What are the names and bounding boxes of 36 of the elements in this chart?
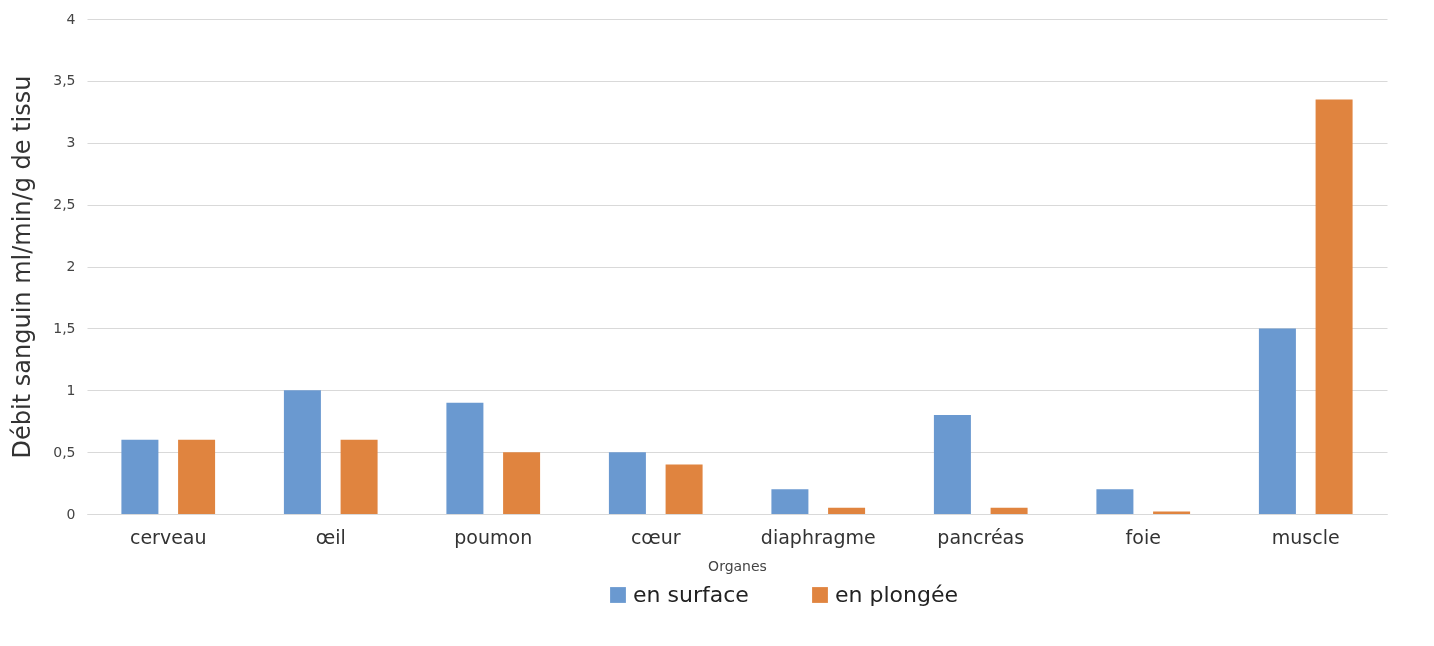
y-axis-title: Débit sanguin ml/min/g de tissu bbox=[8, 75, 37, 459]
bar bbox=[828, 507, 866, 514]
bar bbox=[446, 402, 484, 514]
bar bbox=[608, 452, 646, 514]
bar bbox=[503, 452, 541, 514]
bar bbox=[933, 415, 971, 514]
x-tick-label: œil bbox=[315, 525, 346, 548]
bar bbox=[665, 464, 703, 514]
bar bbox=[1096, 489, 1134, 514]
x-tick-label: poumon bbox=[454, 525, 533, 548]
x-tick-label: cœur bbox=[630, 525, 681, 548]
bar bbox=[340, 439, 378, 514]
y-tick-label: 0,5 bbox=[53, 443, 76, 460]
bar bbox=[121, 439, 159, 514]
x-axis-title: Organes bbox=[708, 557, 767, 574]
y-tick-label: 2 bbox=[66, 258, 76, 274]
y-tick-label: 2,5 bbox=[53, 196, 76, 213]
bar bbox=[771, 489, 809, 514]
y-tick-label: 1,5 bbox=[53, 319, 76, 336]
y-tick-label: 1 bbox=[66, 381, 76, 398]
bar bbox=[990, 507, 1028, 514]
x-tick-label: muscle bbox=[1271, 525, 1340, 548]
bar bbox=[178, 439, 216, 514]
bar bbox=[1315, 99, 1353, 514]
bar bbox=[283, 390, 321, 514]
y-tick-label: 0 bbox=[66, 505, 76, 522]
legend-label: en surface bbox=[633, 582, 749, 607]
y-tick-label: 3 bbox=[66, 134, 76, 151]
x-tick-label: cerveau bbox=[129, 525, 207, 548]
x-tick-label: foie bbox=[1125, 525, 1161, 548]
x-tick-label: pancréas bbox=[937, 525, 1025, 548]
x-tick-label: diaphragme bbox=[760, 525, 876, 548]
y-tick-label: 3,5 bbox=[53, 72, 76, 89]
legend-label: en plongée bbox=[835, 582, 958, 607]
y-tick-label: 4 bbox=[66, 10, 76, 27]
bar bbox=[1258, 328, 1296, 514]
